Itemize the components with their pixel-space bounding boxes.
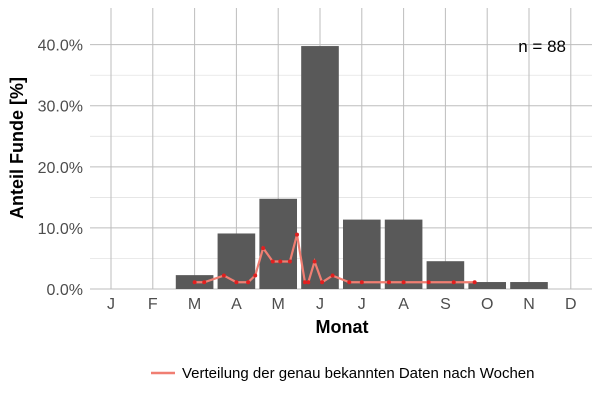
week-point xyxy=(202,280,207,285)
bar-series xyxy=(175,46,548,289)
bar xyxy=(384,219,423,289)
week-line-series xyxy=(192,232,477,285)
week-point xyxy=(221,273,226,278)
week-point xyxy=(278,259,283,264)
week-point xyxy=(246,280,251,285)
bar xyxy=(342,219,381,289)
week-point xyxy=(270,259,275,264)
x-tick-label: A xyxy=(398,296,409,313)
week-point xyxy=(295,232,300,237)
week-point xyxy=(253,273,258,278)
y-tick-label: 40.0% xyxy=(38,38,83,55)
y-tick-label: 30.0% xyxy=(38,99,83,116)
legend: Verteilung der genau bekannten Daten nac… xyxy=(151,365,535,382)
week-point xyxy=(426,280,431,285)
x-tick-label: J xyxy=(358,296,366,313)
week-point xyxy=(287,259,292,264)
bar xyxy=(301,46,339,289)
week-point xyxy=(451,280,456,285)
week-point xyxy=(320,280,325,285)
x-tick-label: J xyxy=(107,296,115,313)
week-point xyxy=(312,259,317,264)
bar xyxy=(510,282,548,289)
x-tick-label: N xyxy=(523,296,535,313)
x-tick-label: O xyxy=(481,296,493,313)
x-axis-title: Monat xyxy=(316,317,369,337)
week-point xyxy=(472,280,477,285)
y-tick-label: 10.0% xyxy=(38,221,83,238)
x-tick-label: M xyxy=(188,296,201,313)
legend-label: Verteilung der genau bekannten Daten nac… xyxy=(182,365,535,382)
week-point xyxy=(401,280,406,285)
x-tick-label: A xyxy=(231,296,242,313)
week-point xyxy=(302,280,307,285)
bar xyxy=(259,198,298,289)
week-point xyxy=(192,280,197,285)
week-point xyxy=(359,280,364,285)
week-point xyxy=(386,280,391,285)
y-tick-label: 0.0% xyxy=(47,282,83,299)
week-point xyxy=(234,280,239,285)
week-point xyxy=(330,273,335,278)
bar xyxy=(217,233,256,289)
x-tick-label: F xyxy=(148,296,158,313)
y-tick-label: 20.0% xyxy=(38,160,83,177)
week-point xyxy=(261,246,266,251)
x-tick-label: S xyxy=(440,296,451,313)
x-tick-label: D xyxy=(565,296,577,313)
bar xyxy=(468,282,507,289)
tick-labels: 0.0% 10.0% 20.0% 30.0% 40.0% J F M A M J J A S O N D xyxy=(38,38,577,313)
week-point xyxy=(306,280,311,285)
grid xyxy=(90,8,592,290)
x-tick-label: M xyxy=(272,296,285,313)
week-point xyxy=(347,280,352,285)
x-tick-label: J xyxy=(316,296,324,313)
bar xyxy=(426,261,465,289)
y-axis-title: Anteil Funde [%] xyxy=(7,77,27,219)
sample-size-annotation: n = 88 xyxy=(518,37,566,56)
